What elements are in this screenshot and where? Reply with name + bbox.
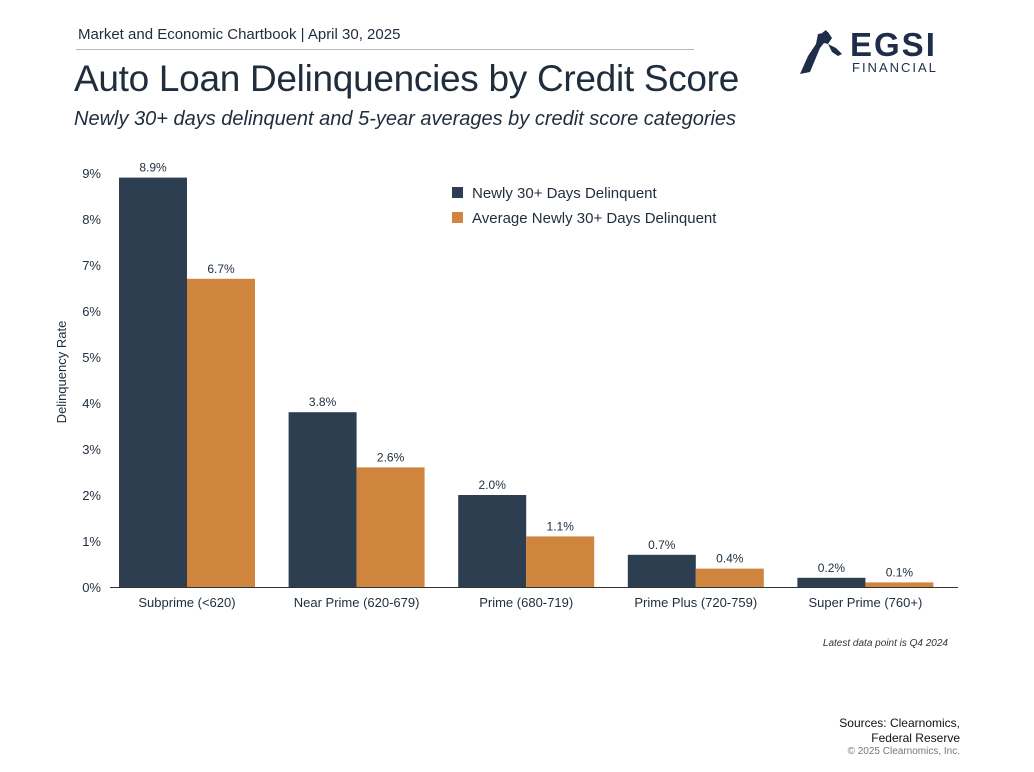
y-tick-label: 5% [82,350,101,365]
legend-label: Average Newly 30+ Days Delinquent [472,210,717,227]
sources-line-2: Federal Reserve [871,731,960,745]
bar-value-label: 8.9% [139,161,167,175]
y-tick-label: 7% [82,258,101,273]
page-title: Auto Loan Delinquencies by Credit Score [74,58,739,99]
logo-wordmark: EGSI [850,26,937,63]
x-tick-label: Super Prime (760+) [808,595,922,610]
bar-value-label: 0.2% [818,561,846,575]
bar-average-delinquent [865,582,934,587]
y-tick-label: 0% [82,580,101,595]
legend-swatch [452,212,463,223]
y-tick-label: 8% [82,212,101,227]
logo-subtext: FINANCIAL [852,60,938,75]
sources-note: Sources: Clearnomics, Federal Reserve [839,716,960,746]
x-tick-label: Prime (680-719) [479,595,573,610]
bar-value-label: 2.0% [479,478,507,492]
legend: Newly 30+ Days Delinquent Average Newly 3… [452,185,717,227]
bar-value-label: 1.1% [547,519,575,533]
company-logo: EGSI FINANCIAL [798,26,948,76]
legend-swatch [452,187,463,198]
y-tick-label: 4% [82,396,101,411]
bar-chart: Delinquency Rate 0% 1% 2% 3% 4% 5% 6% 7% 8% 9% 8.… [54,161,958,610]
y-axis-label: Delinquency Rate [54,321,69,424]
hand-torch-icon [800,30,842,74]
bar-newly-delinquent [288,412,357,587]
bar-average-delinquent [526,536,595,587]
chartbook-header: Market and Economic Chartbook | April 30… [78,26,401,43]
bar-average-delinquent [695,568,764,587]
bar-value-label: 2.6% [377,450,405,464]
bar-newly-delinquent [458,495,527,587]
bar-newly-delinquent [627,554,696,587]
header-divider [76,49,694,50]
bar-average-delinquent [356,467,425,587]
page-subtitle: Newly 30+ days delinquent and 5-year ave… [74,108,737,130]
bar-newly-delinquent [797,577,866,587]
y-tick-label: 1% [82,534,101,549]
x-tick-label: Prime Plus (720-759) [634,595,757,610]
bar-value-label: 6.7% [207,262,235,276]
copyright-note: © 2025 Clearnomics, Inc. [847,746,960,757]
y-tick-label: 3% [82,442,101,457]
x-tick-label: Subprime (<620) [138,595,235,610]
bar-average-delinquent [187,278,255,587]
legend-label: Newly 30+ Days Delinquent [472,185,658,202]
y-tick-label: 2% [82,488,101,503]
y-tick-label: 9% [82,166,101,181]
data-footnote: Latest data point is Q4 2024 [822,638,948,649]
bar-value-label: 0.4% [716,552,744,566]
bar-value-label: 0.1% [886,565,914,579]
x-tick-label: Near Prime (620-679) [294,595,420,610]
bar-newly-delinquent [119,177,187,587]
sources-line-1: Sources: Clearnomics, [839,716,960,730]
y-tick-label: 6% [82,304,101,319]
bar-value-label: 3.8% [309,395,337,409]
bar-value-label: 0.7% [648,538,676,552]
